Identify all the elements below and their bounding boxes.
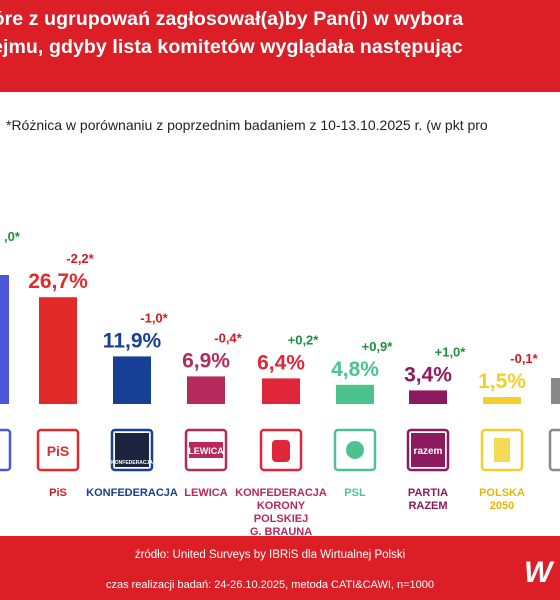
polska2050-icon [494, 438, 510, 462]
value-label: 6,9% [182, 349, 230, 372]
logo-text: razem [414, 446, 443, 457]
value-label: 1,5% [478, 370, 526, 393]
clover-icon [346, 441, 364, 459]
value-label: 26,7% [28, 270, 88, 293]
category-label: PARTIA [408, 487, 448, 499]
change-label: -0,1* [510, 351, 538, 366]
method-text: czas realizacji badań: 24-26.10.2025, me… [105, 579, 435, 591]
brand-logo: W [524, 556, 552, 589]
bar [551, 378, 560, 404]
value-label: 3,4% [404, 363, 452, 386]
party-logo-icon [36, 428, 80, 472]
category-label: PSL [344, 487, 366, 499]
bar [409, 390, 447, 404]
bar [336, 384, 374, 404]
bar [113, 356, 151, 404]
logo-text: PiS [47, 443, 70, 459]
party-logo-icon [548, 428, 560, 472]
shield-icon [272, 440, 290, 462]
party-logo-icon [0, 428, 12, 472]
logo-text: LEWICA [188, 446, 224, 456]
footer-banner [0, 536, 560, 600]
bar [483, 397, 521, 404]
party-logo-icon [189, 442, 223, 458]
change-label: +1,0* [435, 344, 467, 359]
category-label: G. BRAUNA [250, 526, 312, 538]
party-logo-icon [115, 433, 149, 467]
category-label: PiS [49, 487, 67, 499]
header-title-line-2: ejmu, gdyby lista komitetów wyglądała na… [0, 36, 463, 58]
value-label: 6,4% [257, 351, 305, 374]
change-label: +0,9* [362, 339, 394, 354]
change-label: -1,0* [140, 310, 168, 325]
value-label: 11,9% [103, 329, 162, 352]
category-label: POLSKIEJ [254, 513, 308, 525]
logo-text: KONFEDERACJA [111, 460, 153, 466]
party-logo-icon [411, 433, 445, 467]
category-label: 2050 [490, 500, 514, 512]
category-label: KORONY [257, 500, 306, 512]
category-label: LEWICA [184, 487, 227, 499]
category-label: RAZEM [408, 500, 447, 512]
category-label: POLSKA [479, 487, 525, 499]
change-label: -0,4* [214, 330, 242, 345]
change-label: -2,2* [66, 251, 94, 266]
bar [262, 378, 300, 404]
value-label: 4,8% [331, 358, 379, 381]
bar [0, 275, 9, 404]
bar [187, 376, 225, 404]
category-label: KONFEDERACJA [235, 487, 327, 499]
header-title-line-1: tóre z ugrupowań zagłosował(a)by Pan(i) … [0, 8, 464, 30]
bar [39, 297, 77, 404]
difference-note: *Różnica w porównaniu z poprzednim badan… [6, 117, 488, 133]
source-text: źródło: United Surveys by IBRiS dla Wirt… [134, 549, 406, 561]
change-label: +0,2* [288, 332, 320, 347]
change-label: ,0* [4, 229, 21, 244]
category-label: KONFEDERACJA [86, 487, 178, 499]
header-banner: tóre z ugrupowań zagłosował(a)by Pan(i) … [0, 0, 560, 92]
